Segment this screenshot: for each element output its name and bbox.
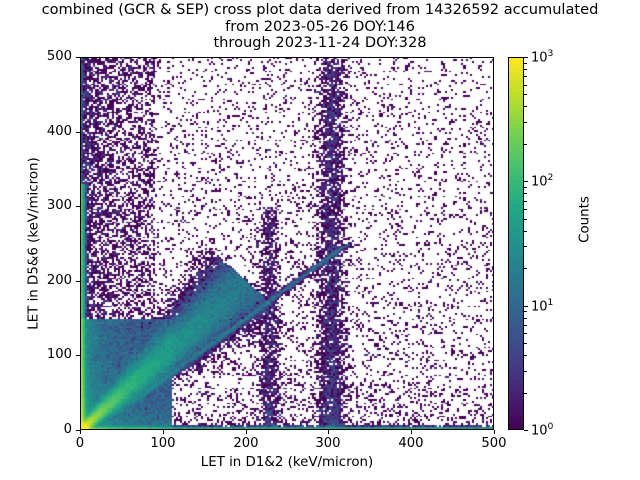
- chart-title-line-3: through 2023-11-24 DOY:328: [213, 34, 427, 52]
- colorbar-tick-label: 100: [531, 421, 554, 439]
- y-tick-label: 400: [46, 124, 72, 139]
- x-tick-mark: [246, 430, 247, 434]
- colorbar-minor-tick: [524, 69, 527, 70]
- x-tick-label: 300: [315, 436, 341, 451]
- x-tick-label: 400: [398, 436, 424, 451]
- y-tick-mark: [76, 57, 80, 58]
- colorbar: [508, 57, 524, 430]
- colorbar-minor-tick: [524, 355, 527, 356]
- colorbar-minor-tick: [524, 106, 527, 107]
- y-tick-mark: [76, 355, 80, 356]
- y-tick-mark: [76, 430, 80, 431]
- x-tick-mark: [494, 430, 495, 434]
- colorbar-minor-tick: [524, 209, 527, 210]
- y-tick-mark: [76, 281, 80, 282]
- colorbar-tick-mark: [524, 57, 529, 58]
- y-tick-mark: [76, 132, 80, 133]
- colorbar-label: Counts: [577, 196, 593, 243]
- colorbar-minor-tick: [524, 318, 527, 319]
- colorbar-minor-tick: [524, 371, 527, 372]
- colorbar-gradient: [509, 58, 523, 429]
- colorbar-minor-tick: [524, 193, 527, 194]
- chart-title-line-1: combined (GCR & SEP) cross plot data der…: [41, 1, 599, 18]
- x-tick-mark: [328, 430, 329, 434]
- colorbar-tick-mark: [524, 430, 529, 431]
- colorbar-minor-tick: [524, 85, 527, 86]
- plot-area: [80, 57, 494, 430]
- x-tick-mark: [80, 430, 81, 434]
- x-tick-label: 0: [75, 436, 85, 451]
- colorbar-minor-tick: [524, 201, 527, 202]
- colorbar-tick-mark: [524, 181, 529, 182]
- colorbar-minor-tick: [524, 268, 527, 269]
- colorbar-minor-tick: [524, 325, 527, 326]
- colorbar-tick-label: 102: [531, 172, 554, 190]
- chart-title-line-2: from 2023-05-26 DOY:146: [225, 17, 415, 35]
- y-tick-label: 200: [46, 273, 72, 288]
- colorbar-minor-tick: [524, 393, 527, 394]
- colorbar-tick-label: 103: [531, 48, 554, 66]
- x-tick-label: 100: [150, 436, 176, 451]
- y-tick-label: 300: [46, 198, 72, 213]
- colorbar-minor-tick: [524, 333, 527, 334]
- y-tick-label: 100: [46, 347, 72, 362]
- x-tick-mark: [411, 430, 412, 434]
- colorbar-minor-tick: [524, 343, 527, 344]
- colorbar-minor-tick: [524, 144, 527, 145]
- colorbar-minor-tick: [524, 122, 527, 123]
- chart-title: combined (GCR & SEP) cross plot data der…: [0, 1, 640, 52]
- colorbar-minor-tick: [524, 219, 527, 220]
- colorbar-minor-tick: [524, 311, 527, 312]
- x-tick-label: 500: [481, 436, 507, 451]
- colorbar-minor-tick: [524, 231, 527, 232]
- y-axis-label: LET in D5&6 (keV/micron): [26, 157, 42, 330]
- x-tick-label: 200: [233, 436, 259, 451]
- density-heatmap: [81, 58, 493, 429]
- y-tick-label: 500: [46, 49, 72, 64]
- colorbar-minor-tick: [524, 187, 527, 188]
- colorbar-tick-mark: [524, 306, 529, 307]
- colorbar-minor-tick: [524, 63, 527, 64]
- colorbar-minor-tick: [524, 94, 527, 95]
- colorbar-tick-label: 101: [531, 297, 554, 315]
- y-tick-mark: [76, 206, 80, 207]
- y-tick-label: 0: [63, 422, 72, 437]
- x-axis-label: LET in D1&2 (keV/micron): [200, 455, 374, 470]
- colorbar-minor-tick: [524, 246, 527, 247]
- x-tick-mark: [163, 430, 164, 434]
- colorbar-minor-tick: [524, 76, 527, 77]
